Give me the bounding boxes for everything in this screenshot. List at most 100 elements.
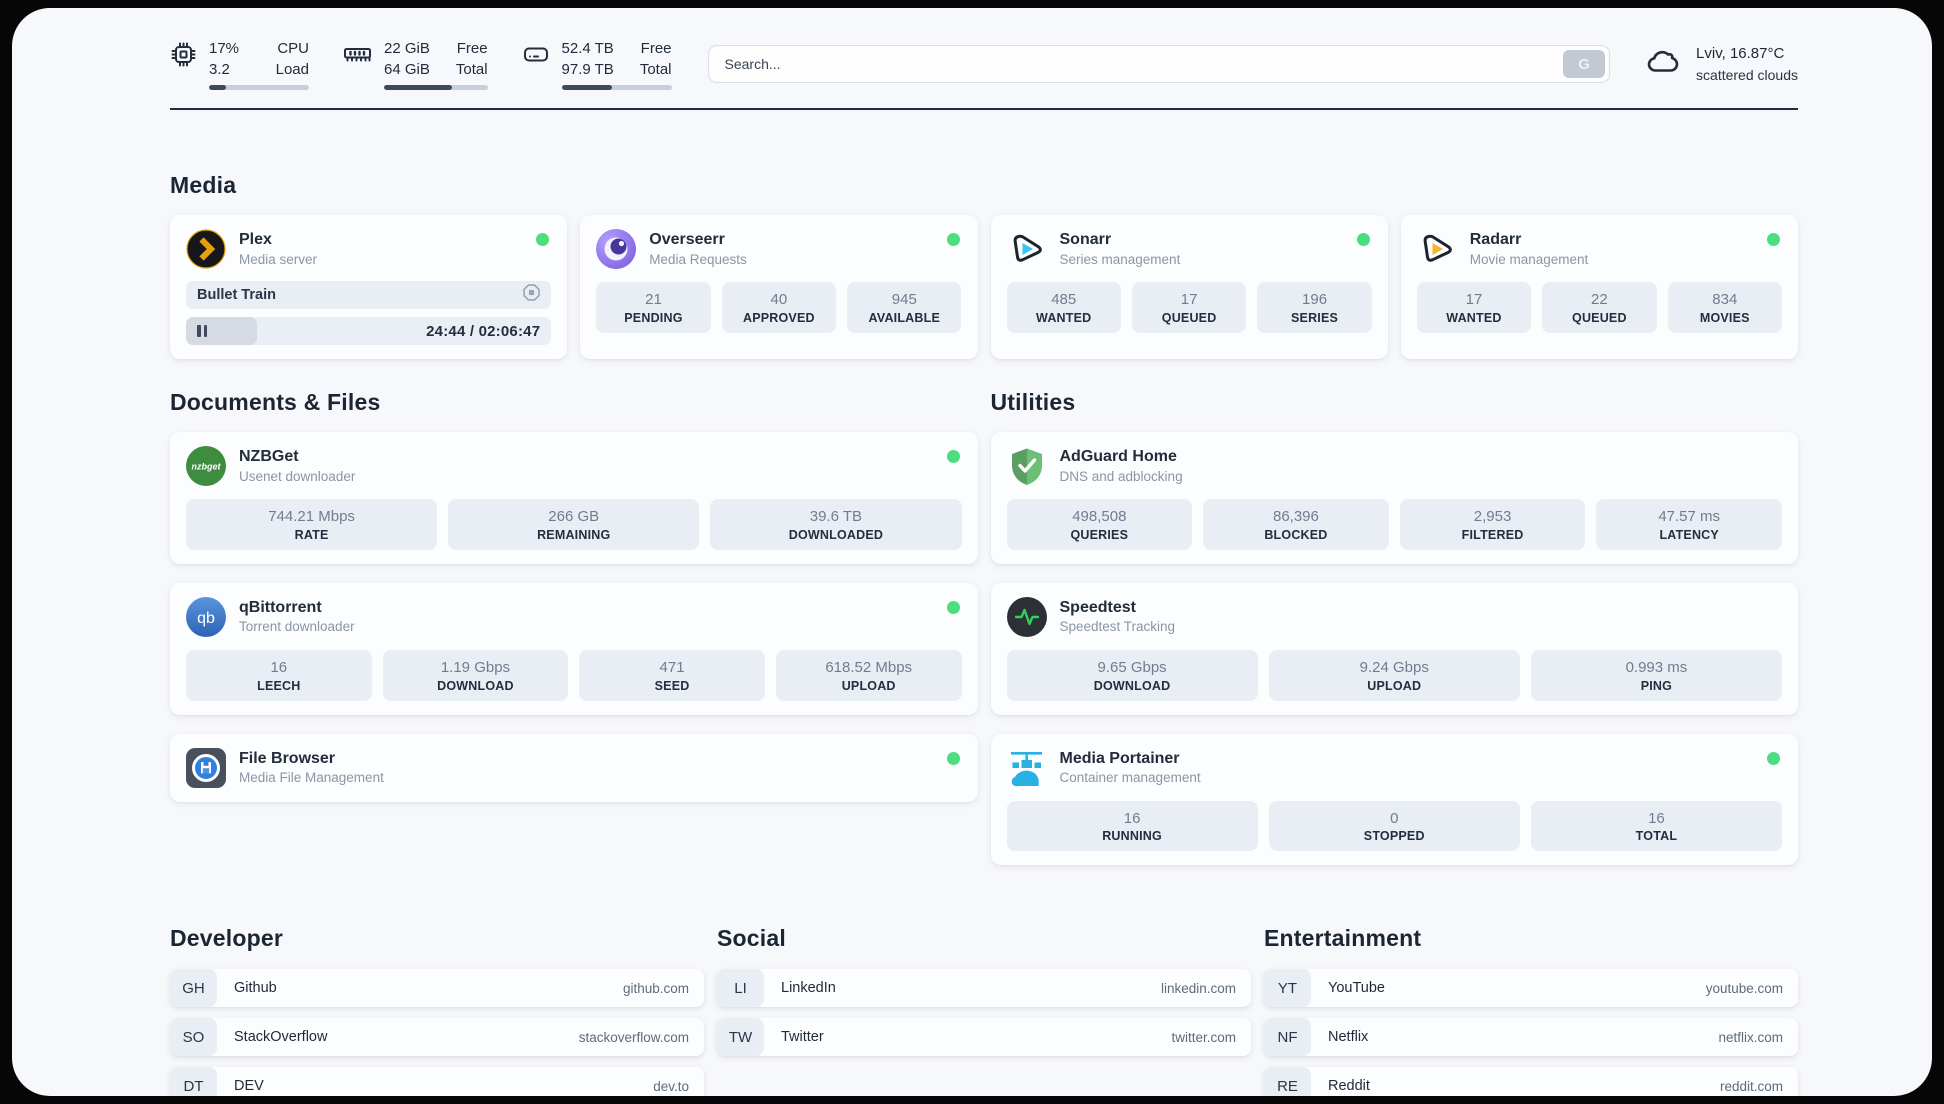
overseerr-icon	[596, 229, 637, 269]
status-dot-online	[946, 751, 960, 765]
app-name: Radarr	[1469, 231, 1522, 249]
disk-total-label: Total	[639, 61, 672, 78]
bookmark-abbr: NF	[1264, 1018, 1311, 1057]
bookmark-name: Netflix	[1328, 1029, 1369, 1046]
dashboard-screen: 17% 3.2 CPU Load 22 GiB 64 GiB	[12, 8, 1932, 1096]
stat-seed: 471 SEED	[579, 649, 765, 701]
bookmark-name: DEV	[234, 1078, 264, 1095]
system-stats: 17% 3.2 CPU Load 22 GiB 64 GiB	[170, 38, 672, 90]
bookmark-url: stackoverflow.com	[578, 1029, 689, 1045]
cpu-progress-bar	[209, 85, 309, 90]
stat-download: 1.19 Gbps DOWNLOAD	[382, 649, 569, 701]
bookmark-reddit[interactable]: RE Reddit reddit.com	[1264, 1067, 1798, 1096]
section-documents: Documents & Files nzbget NZBGet Usenet d…	[170, 389, 978, 865]
app-subtitle: Torrent downloader	[239, 619, 355, 635]
bookmark-url: youtube.com	[1705, 980, 1783, 996]
bookmark-youtube[interactable]: YT YouTube youtube.com	[1264, 969, 1798, 1008]
cpu-icon	[170, 38, 197, 73]
app-subtitle: Media File Management	[239, 770, 384, 786]
app-card-portainer[interactable]: Media Portainer Container management 16 R…	[990, 733, 1798, 866]
stat-pending: 21 PENDING	[596, 282, 711, 333]
stat-ping: 0.993 ms PING	[1530, 649, 1782, 701]
app-name: Speedtest	[1059, 598, 1136, 616]
app-subtitle: Usenet downloader	[239, 468, 356, 484]
disk-free-label: Free	[640, 40, 672, 57]
stat-rate: 744.21 Mbps RATE	[186, 499, 438, 550]
status-dot-online	[946, 233, 960, 246]
app-subtitle: Movie management	[1469, 251, 1589, 267]
app-card-qbittorrent[interactable]: qb qBittorrent Torrent downloader 16 LEEC…	[170, 582, 978, 715]
bookmark-github[interactable]: GH Github github.com	[170, 969, 704, 1008]
app-card-filebrowser[interactable]: File Browser Media File Management	[170, 733, 978, 802]
header-bar: 17% 3.2 CPU Load 22 GiB 64 GiB	[170, 38, 1798, 90]
section-title-entertainment: Entertainment	[1264, 925, 1422, 952]
stat-remaining: 266 GB REMAINING	[448, 499, 700, 550]
stat-movies: 834 MOVIES	[1667, 282, 1782, 333]
bookmark-linkedin[interactable]: LI LinkedIn linkedin.com	[717, 969, 1251, 1008]
stat-latency: 47.57 ms LATENCY	[1596, 499, 1782, 550]
status-dot-online	[536, 233, 550, 246]
bookmark-dev[interactable]: DT DEV dev.to	[170, 1067, 704, 1096]
bookmark-url: netflix.com	[1718, 1029, 1783, 1045]
stat-queued: 22 QUEUED	[1542, 282, 1657, 333]
stat-leech: 16 LEECH	[186, 649, 372, 701]
stat-filtered: 2,953 FILTERED	[1399, 499, 1586, 550]
stat-upload: 618.52 Mbps UPLOAD	[775, 649, 962, 701]
section-title-documents: Documents & Files	[170, 389, 381, 415]
now-playing-title: Bullet Train	[197, 287, 276, 303]
stop-icon[interactable]	[521, 282, 542, 308]
section-title-utilities: Utilities	[990, 389, 1076, 415]
search-engine-button[interactable]: G	[1563, 50, 1606, 78]
stat-running: 16 RUNNING	[1006, 800, 1258, 852]
app-card-adguard[interactable]: AdGuard Home DNS and adblocking 498,508 Q…	[990, 432, 1798, 564]
app-name: Plex	[239, 231, 272, 249]
disk-total-value: 97.9 TB	[561, 61, 614, 78]
portainer-icon	[1007, 748, 1047, 788]
cpu-load-label: Load	[275, 61, 309, 78]
section-title-media: Media	[170, 172, 237, 198]
app-card-speedtest[interactable]: Speedtest Speedtest Tracking 9.65 Gbps DO…	[990, 582, 1798, 715]
status-dot-online	[1767, 233, 1780, 246]
cpu-load-value: 3.2	[209, 61, 230, 78]
cpu-stat: 17% 3.2 CPU Load	[170, 38, 309, 90]
plex-icon	[186, 229, 226, 269]
bookmark-abbr: DT	[170, 1067, 217, 1096]
stat-series: 196 SERIES	[1257, 282, 1372, 333]
bookmark-url: github.com	[622, 980, 689, 996]
bookmark-url: twitter.com	[1171, 1029, 1236, 1045]
app-card-radarr[interactable]: Radarr Movie management 17 WANTED 22 QUEUE…	[1400, 215, 1798, 359]
bookmark-name: LinkedIn	[781, 980, 836, 997]
ram-free-label: Free	[456, 40, 488, 57]
app-card-overseerr[interactable]: Overseerr Media Requests 21 PENDING 40 APP…	[580, 215, 978, 359]
bookmarks-social: Social LI LinkedIn linkedin.com TW Twitt…	[717, 925, 1251, 1067]
section-title-social: Social	[717, 925, 786, 952]
search-bar: G	[707, 45, 1611, 83]
app-name: Sonarr	[1059, 231, 1112, 249]
bookmark-name: Reddit	[1328, 1078, 1370, 1095]
app-card-plex[interactable]: Plex Media server Bullet Train	[170, 215, 568, 359]
stat-stopped: 0 STOPPED	[1268, 800, 1520, 852]
app-card-nzbget[interactable]: nzbget NZBGet Usenet downloader 744.21 M…	[170, 432, 978, 564]
bookmark-url: reddit.com	[1719, 1078, 1783, 1094]
bookmark-stackoverflow[interactable]: SO StackOverflow stackoverflow.com	[170, 1018, 704, 1057]
nzbget-icon: nzbget	[186, 446, 226, 486]
app-subtitle: Container management	[1059, 770, 1201, 786]
disk-stat: 52.4 TB 97.9 TB Free Total	[522, 38, 672, 90]
bookmark-twitter[interactable]: TW Twitter twitter.com	[717, 1018, 1251, 1057]
stat-downloaded: 39.6 TB DOWNLOADED	[710, 499, 962, 550]
cpu-label: CPU	[277, 40, 309, 57]
speedtest-icon	[1006, 596, 1047, 637]
ram-stat: 22 GiB 64 GiB Free Total	[343, 38, 488, 90]
bookmark-abbr: SO	[170, 1018, 217, 1057]
stat-queries: 498,508 QUERIES	[1006, 499, 1193, 550]
section-utilities: Utilities AdGuard Home DNS and adblockin…	[990, 389, 1798, 866]
ram-icon	[343, 38, 372, 73]
status-dot-online	[946, 600, 960, 614]
stat-download: 9.65 Gbps DOWNLOAD	[1006, 649, 1258, 701]
bookmark-name: Twitter	[781, 1029, 824, 1046]
app-card-sonarr[interactable]: Sonarr Series management 485 WANTED 17 QUE…	[990, 215, 1388, 359]
search-input[interactable]	[707, 45, 1611, 83]
adguard-icon	[1007, 446, 1047, 486]
radarr-icon	[1417, 229, 1457, 269]
bookmark-netflix[interactable]: NF Netflix netflix.com	[1264, 1018, 1798, 1057]
